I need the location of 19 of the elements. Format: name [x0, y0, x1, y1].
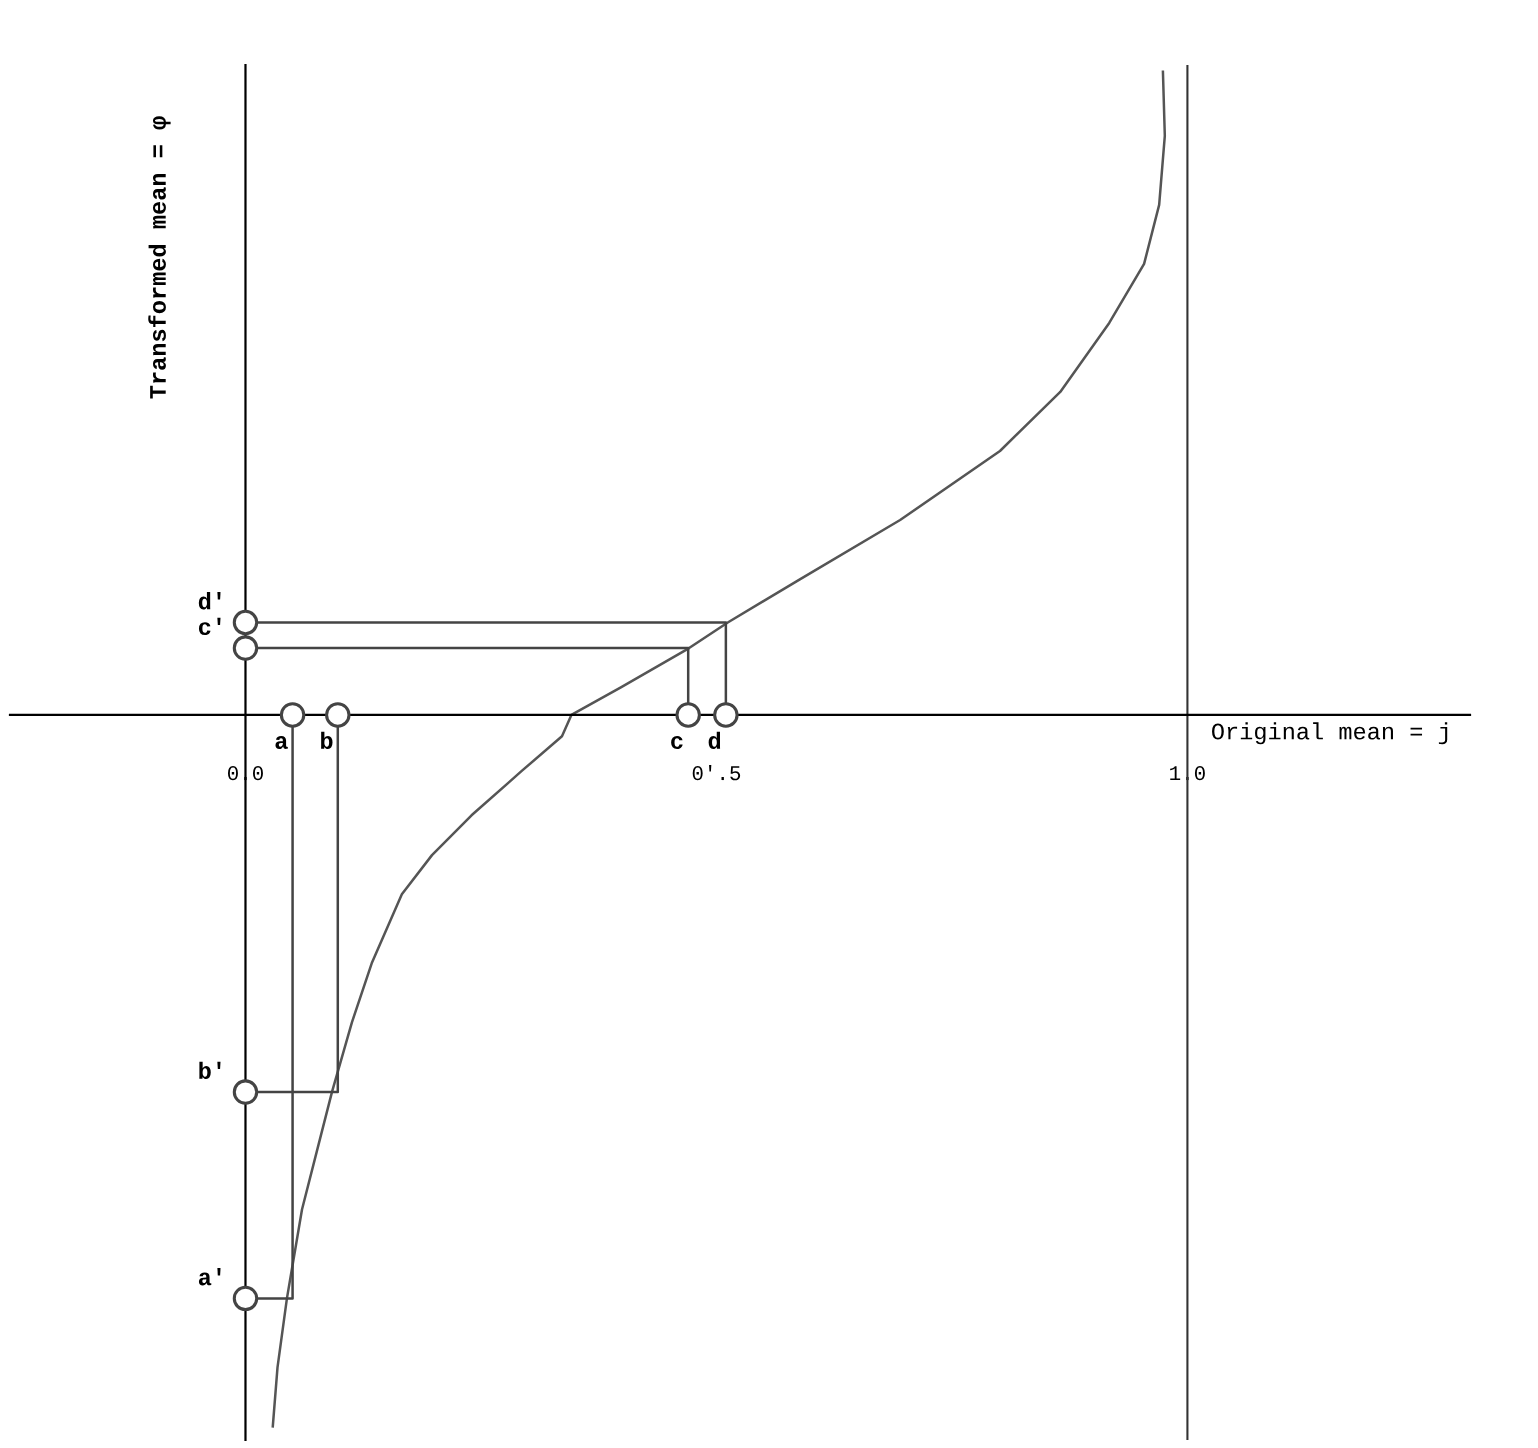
point	[232, 1079, 259, 1105]
point	[232, 1285, 259, 1312]
point	[713, 702, 739, 728]
point	[232, 609, 259, 636]
annotation: a	[275, 736, 288, 749]
point	[675, 702, 701, 728]
annotation: b'	[199, 1061, 221, 1080]
annotation: c	[671, 736, 683, 749]
point	[232, 635, 259, 661]
annotation: c'	[198, 617, 221, 636]
point	[325, 702, 351, 728]
x-axis-title: Original mean = j	[1212, 722, 1448, 745]
annotation: a'	[198, 1268, 221, 1286]
point	[279, 702, 306, 728]
y-axis-title: Transformed mean = φ	[148, 116, 171, 399]
annotation: d'	[198, 592, 221, 610]
annotation: d	[708, 731, 721, 749]
annotation: b	[321, 731, 333, 749]
x-tick-label: 0'.5	[692, 764, 741, 781]
